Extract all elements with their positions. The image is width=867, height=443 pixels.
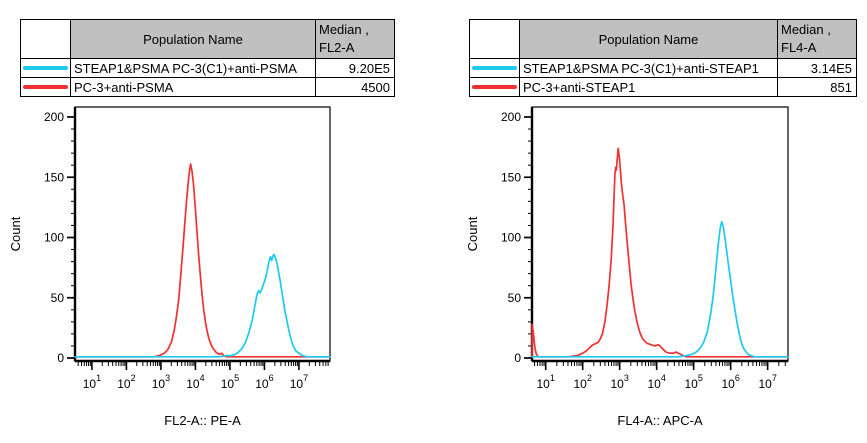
flow-histogram-right: 101 102 103 104 105 106 107 0 50 100 150 200 Count FL… bbox=[465, 106, 789, 428]
legend-table-right: Population Name Median , FL4-A STEAP1&PS… bbox=[469, 19, 857, 97]
flow-histogram-left: 101 102 103 104 105 106 107 0 50 100 150 200 Count FL… bbox=[8, 106, 331, 428]
legend-table-left: Population Name Median , FL2-A STEAP1&PS… bbox=[20, 19, 395, 97]
median-header: Median , FL4-A bbox=[777, 19, 857, 59]
series-color-swatch bbox=[23, 85, 68, 89]
svg-text:104: 104 bbox=[186, 373, 204, 391]
svg-text:50: 50 bbox=[508, 291, 522, 305]
svg-text:150: 150 bbox=[501, 170, 521, 184]
svg-text:50: 50 bbox=[51, 291, 65, 305]
legend-corner-cell bbox=[469, 19, 520, 59]
population-name-header: Population Name bbox=[70, 19, 316, 59]
population-name-header: Population Name bbox=[519, 19, 778, 59]
legend-row: STEAP1&PSMA PC-3(C1)+anti-PSMA 9.20E5 bbox=[20, 58, 395, 78]
svg-text:101: 101 bbox=[537, 373, 555, 391]
svg-text:107: 107 bbox=[290, 373, 308, 391]
median-value-cell: 9.20E5 bbox=[315, 58, 395, 78]
svg-text:101: 101 bbox=[83, 373, 101, 391]
x-axis-title: FL2-A:: PE-A bbox=[164, 413, 241, 428]
median-value-cell: 3.14E5 bbox=[777, 58, 857, 78]
legend-corner-cell bbox=[20, 19, 71, 59]
svg-text:104: 104 bbox=[647, 373, 665, 391]
svg-text:102: 102 bbox=[117, 373, 135, 391]
svg-text:0: 0 bbox=[514, 351, 521, 365]
median-header-line1: Median , bbox=[781, 22, 831, 38]
svg-text:150: 150 bbox=[44, 170, 64, 184]
svg-text:103: 103 bbox=[152, 373, 170, 391]
svg-text:105: 105 bbox=[221, 373, 239, 391]
legend-row: PC-3+anti-PSMA 4500 bbox=[20, 77, 395, 97]
legend-header-row: Population Name Median , FL2-A bbox=[20, 19, 395, 59]
svg-text:107: 107 bbox=[758, 373, 776, 391]
svg-text:200: 200 bbox=[44, 110, 64, 124]
population-name-cell: PC-3+anti-PSMA bbox=[70, 77, 316, 97]
median-header-line1: Median , bbox=[319, 22, 369, 38]
series-color-swatch bbox=[23, 66, 68, 70]
legend-row: PC-3+anti-STEAP1 851 bbox=[469, 77, 857, 97]
y-axis-title: Count bbox=[8, 216, 23, 251]
swatch-cell bbox=[469, 58, 520, 78]
series-color-swatch bbox=[472, 85, 517, 89]
svg-text:105: 105 bbox=[684, 373, 702, 391]
svg-text:100: 100 bbox=[501, 231, 521, 245]
series-color-swatch bbox=[472, 66, 517, 70]
svg-text:102: 102 bbox=[573, 373, 591, 391]
population-name-cell: STEAP1&PSMA PC-3(C1)+anti-STEAP1 bbox=[519, 58, 778, 78]
swatch-cell bbox=[20, 77, 71, 97]
svg-text:100: 100 bbox=[44, 231, 64, 245]
median-value-cell: 851 bbox=[777, 77, 857, 97]
svg-text:106: 106 bbox=[255, 373, 273, 391]
legend-row: STEAP1&PSMA PC-3(C1)+anti-STEAP1 3.14E5 bbox=[469, 58, 857, 78]
population-name-cell: STEAP1&PSMA PC-3(C1)+anti-PSMA bbox=[70, 58, 316, 78]
legend-header-row: Population Name Median , FL4-A bbox=[469, 19, 857, 59]
median-header-line2: FL2-A bbox=[319, 40, 355, 55]
y-axis-title: Count bbox=[465, 216, 480, 251]
median-value-cell: 4500 bbox=[315, 77, 395, 97]
x-axis-title: FL4-A:: APC-A bbox=[617, 413, 703, 428]
median-header: Median , FL2-A bbox=[315, 19, 395, 59]
svg-text:106: 106 bbox=[721, 373, 739, 391]
median-header-line2: FL4-A bbox=[781, 40, 817, 55]
swatch-cell bbox=[20, 58, 71, 78]
svg-text:103: 103 bbox=[610, 373, 628, 391]
svg-text:0: 0 bbox=[57, 351, 64, 365]
svg-text:200: 200 bbox=[501, 110, 521, 124]
swatch-cell bbox=[469, 77, 520, 97]
population-name-cell: PC-3+anti-STEAP1 bbox=[519, 77, 778, 97]
